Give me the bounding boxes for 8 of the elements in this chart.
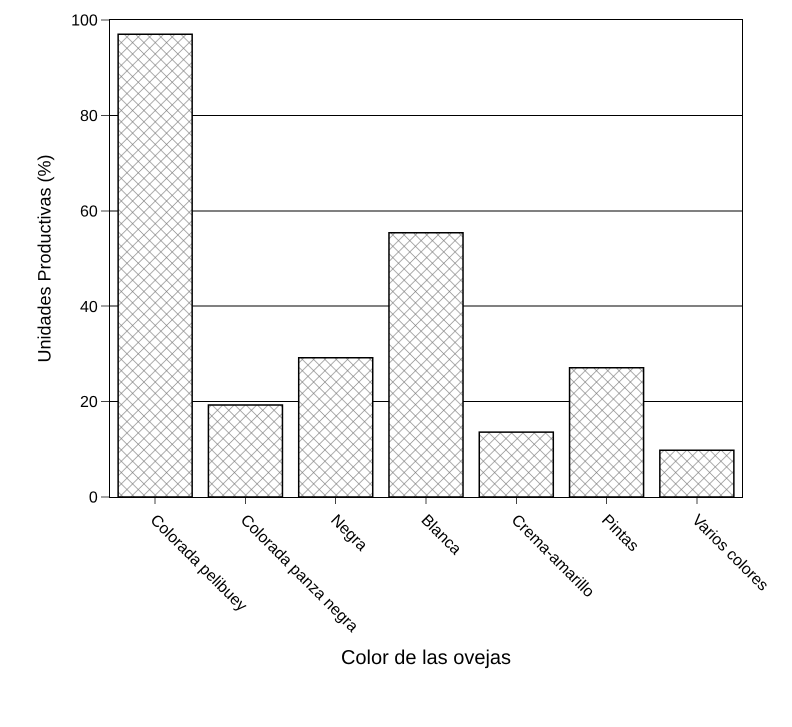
y-tick-label: 80 (80, 108, 98, 125)
x-axis-title: Color de las ovejas (340, 647, 512, 670)
y-axis-title: Unidades Productivas (%) (34, 154, 54, 363)
y-tick-label: 0 (88, 490, 98, 507)
y-tick-label: 40 (80, 298, 98, 316)
y-tick-label: 60 (80, 203, 98, 220)
y-tick-label: 100 (71, 12, 98, 30)
y-tick-label: 20 (80, 394, 98, 412)
